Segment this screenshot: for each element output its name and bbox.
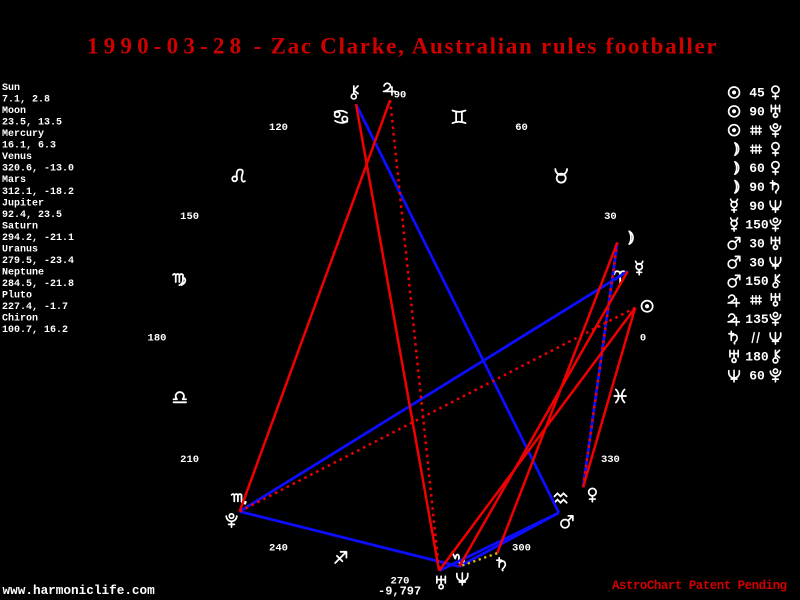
svg-text:90: 90 <box>749 105 765 120</box>
svg-text:270: 270 <box>391 575 410 587</box>
svg-text:30: 30 <box>749 237 765 252</box>
svg-text:180: 180 <box>148 332 167 344</box>
svg-text:312.1, -18.2: 312.1, -18.2 <box>2 187 74 198</box>
svg-text:23.5, 13.5: 23.5, 13.5 <box>2 118 62 129</box>
svg-text:Venus: Venus <box>2 152 32 163</box>
svg-text:30: 30 <box>749 255 765 270</box>
svg-text:45: 45 <box>749 86 765 101</box>
svg-text:Chiron: Chiron <box>2 313 38 325</box>
svg-text:Moon: Moon <box>2 106 26 117</box>
svg-text:Neptune: Neptune <box>2 268 44 279</box>
svg-text:284.5, -21.8: 284.5, -21.8 <box>2 279 74 290</box>
svg-text:180: 180 <box>745 350 769 365</box>
svg-text:Mercury: Mercury <box>2 129 44 140</box>
svg-text:90: 90 <box>394 89 407 101</box>
svg-text:227.4, -1.7: 227.4, -1.7 <box>2 302 68 313</box>
svg-text:135: 135 <box>745 312 769 327</box>
svg-text:30: 30 <box>604 211 617 223</box>
svg-text:90: 90 <box>749 199 765 214</box>
svg-text:279.5, -23.4: 279.5, -23.4 <box>2 256 74 267</box>
svg-text:1990-03-28 - Zac Clarke, Austr: 1990-03-28 - Zac Clarke, Australian rule… <box>87 34 718 59</box>
svg-text:120: 120 <box>269 122 288 134</box>
svg-text:330: 330 <box>601 454 620 466</box>
svg-text:www.harmoniclife.com: www.harmoniclife.com <box>3 583 156 598</box>
svg-text:100.7, 16.2: 100.7, 16.2 <box>2 325 68 336</box>
svg-text:60: 60 <box>749 161 765 176</box>
svg-text:0: 0 <box>640 332 646 344</box>
svg-text:-9,797: -9,797 <box>378 585 421 599</box>
svg-text:16.1, 6.3: 16.1, 6.3 <box>2 141 56 152</box>
svg-text:60: 60 <box>749 368 765 383</box>
svg-text:90: 90 <box>749 180 765 195</box>
svg-text:Jupiter: Jupiter <box>2 197 44 209</box>
svg-text:Pluto: Pluto <box>2 290 32 302</box>
svg-text:Mars: Mars <box>2 175 26 186</box>
svg-text:320.6, -13.0: 320.6, -13.0 <box>2 164 74 175</box>
svg-text:Saturn: Saturn <box>2 221 38 232</box>
svg-text:60: 60 <box>515 122 528 134</box>
svg-text:150: 150 <box>745 274 769 289</box>
svg-text:300: 300 <box>512 543 531 555</box>
svg-text:294.2, -21.1: 294.2, -21.1 <box>2 233 74 244</box>
svg-text:Sun: Sun <box>2 83 20 94</box>
svg-text:150: 150 <box>745 218 769 233</box>
svg-text:92.4, 23.5: 92.4, 23.5 <box>2 210 62 221</box>
svg-text:150: 150 <box>180 211 199 223</box>
svg-text:Uranus: Uranus <box>2 244 38 255</box>
svg-text:210: 210 <box>180 454 199 466</box>
svg-text:240: 240 <box>269 543 288 555</box>
svg-text:7.1, 2.8: 7.1, 2.8 <box>2 95 50 106</box>
svg-text:AstroChart Patent Pending: AstroChart Patent Pending <box>612 579 787 593</box>
